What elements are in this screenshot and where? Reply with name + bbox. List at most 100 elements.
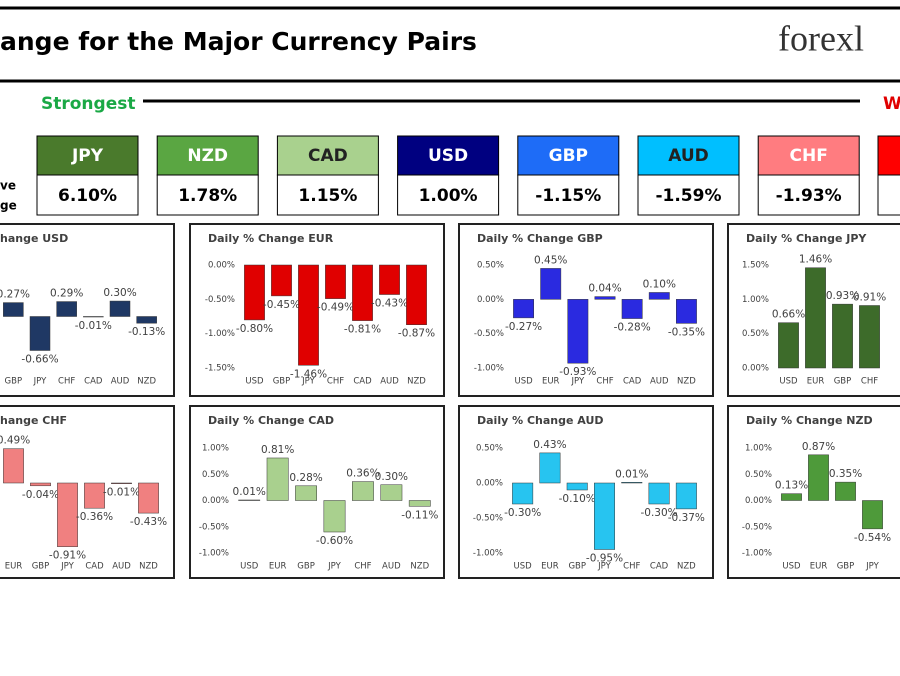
bar [540,268,562,300]
y-tick-label: -1.00% [742,549,772,559]
chart-title: Daily % Change AUD [477,414,604,427]
card-value-cell [637,174,740,216]
y-tick-label: -0.50% [205,295,235,305]
y-tick-label: 0.50% [745,470,772,480]
card-header [397,135,500,176]
y-tick-label: -1.00% [473,549,503,559]
value-label: -0.66% [21,353,58,365]
value-label: 0.43% [533,439,566,451]
card-value-cell [397,174,500,216]
bar [676,299,697,324]
bar [57,482,78,547]
bar [136,316,157,324]
y-tick-label: 0.50% [476,444,503,454]
card-change: -1.93% [776,186,842,206]
y-tick-label: 0.00% [202,496,229,506]
bar [566,482,588,491]
x-tick-label: JPY [60,562,74,572]
card-value-cell [276,174,379,216]
x-tick-label: CAD [84,377,103,387]
value-label: -0.87% [398,328,435,340]
bar [298,264,319,366]
bar [109,300,131,317]
value-label: -0.43% [130,516,167,528]
x-tick-label: GBP [32,562,50,572]
value-label: 0.45% [534,254,567,266]
value-label: 0.01% [615,468,648,480]
card-header [276,135,379,176]
x-tick-label: NZD [139,562,158,572]
row-label: ge [0,199,17,213]
bar [805,267,826,369]
value-label: -0.91% [49,550,86,562]
bar [271,264,292,297]
value-label: -0.10% [559,493,596,505]
value-label: -0.28% [614,322,651,334]
bar [832,303,853,369]
y-tick-label: 0.50% [742,329,769,339]
y-tick-label: 0.00% [477,295,504,305]
bar [594,482,615,550]
logo: forexl [778,18,864,58]
x-tick-label: USD [782,562,801,572]
bar [29,316,51,351]
chart-title: hange CHF [0,414,67,427]
bar [621,482,643,484]
x-tick-label: GBP [273,377,291,387]
x-tick-label: CHF [623,562,640,572]
value-label: 0.28% [289,472,322,484]
card-change: -1.15% [535,186,601,206]
value-label: 1.46% [799,254,832,266]
value-label: -1.46% [290,368,327,380]
bar [675,482,697,510]
value-label: 0.30% [103,287,136,299]
card-header [637,135,740,176]
x-tick-label: AUD [650,377,669,387]
x-tick-label: CAD [353,377,372,387]
value-label: -0.45% [263,299,300,311]
card-value-cell [757,174,860,216]
y-tick-label: 0.00% [476,479,503,489]
bar [238,499,261,501]
bar [352,264,373,321]
bar [862,500,883,530]
value-label: 0.87% [802,441,835,453]
bar [244,264,265,321]
y-tick-label: -1.00% [474,364,504,374]
value-label: -0.49% [317,302,354,314]
y-tick-label: -1.00% [199,549,229,559]
y-tick-label: 0.00% [745,496,772,506]
y-tick-label: 1.00% [202,444,229,454]
value-label: -0.43% [371,298,408,310]
x-tick-label: EUR [810,562,828,572]
y-tick-label: -0.50% [474,329,504,339]
value-label: 0.35% [829,468,862,480]
chart-frame [0,223,175,397]
chart-title: Daily % Change GBP [477,232,603,245]
bar [323,500,346,533]
y-tick-label: 0.00% [742,364,769,374]
bar [295,485,317,501]
x-tick-label: NZD [410,562,429,572]
x-tick-label: EUR [807,377,825,387]
x-tick-label: GBP [837,562,855,572]
value-label: -0.36% [76,511,113,523]
bar [138,482,159,514]
bar [352,481,374,501]
x-tick-label: CHF [327,377,344,387]
x-tick-label: JPY [33,377,47,387]
x-tick-label: GBP [834,377,852,387]
bar [406,264,427,325]
value-label: -0.30% [640,507,677,519]
page-title: ange for the Major Currency Pairs [0,27,477,56]
card-name: CAD [308,146,348,166]
weakest-label: W [883,94,900,114]
row-label: ve [0,179,16,193]
x-tick-label: NZD [677,562,696,572]
card-change: 1.15% [298,186,357,206]
bar [3,302,24,317]
value-label: -0.37% [668,512,705,524]
x-tick-label: EUR [269,562,287,572]
bar [3,448,24,484]
card-value-cell [517,174,620,216]
